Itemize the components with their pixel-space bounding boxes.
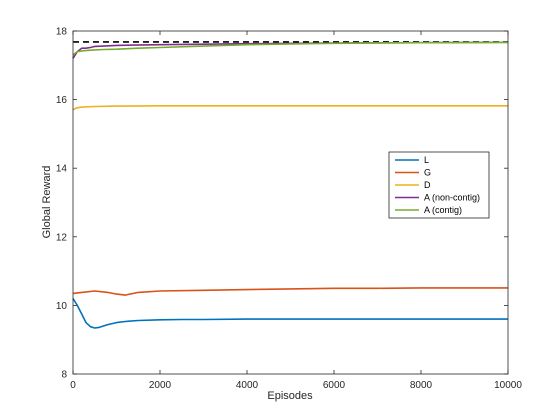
y-tick-label: 18	[56, 27, 68, 38]
x-tick-label: 2000	[149, 380, 172, 391]
axis-ticks: 0 2000 4000 6000 8000 10000 8 10 12 14 16 18	[56, 27, 522, 392]
series-line-4	[72, 41, 509, 56]
y-tick-label: 12	[56, 232, 68, 243]
y-tick-label: 8	[61, 370, 67, 381]
legend-label-3: A (non-contig)	[424, 193, 480, 203]
x-axis-label: Episodes	[267, 390, 313, 402]
x-tick-label: 10000	[494, 380, 522, 391]
x-tick-label: 8000	[410, 380, 433, 391]
x-tick-label: 4000	[236, 380, 259, 391]
series-line-1	[72, 287, 508, 296]
legend: LGD A (non-contig) A (contig)	[388, 151, 490, 219]
y-tick-label: 16	[56, 95, 68, 106]
legend-label-4: A (contig)	[424, 205, 462, 215]
series-line-2	[72, 105, 508, 111]
legend-label-2: D	[424, 180, 431, 190]
legend-label-0: L	[424, 155, 429, 165]
x-tick-label: 0	[70, 380, 76, 391]
x-tick-label: 6000	[323, 380, 346, 391]
plot-frame	[72, 30, 509, 375]
series-line-0	[72, 298, 508, 329]
y-axis-label: Global Reward	[41, 166, 53, 239]
legend-label-1: G	[424, 168, 431, 178]
y-tick-label: 10	[56, 301, 68, 312]
plot-content	[72, 41, 509, 329]
y-tick-label: 14	[56, 164, 68, 175]
